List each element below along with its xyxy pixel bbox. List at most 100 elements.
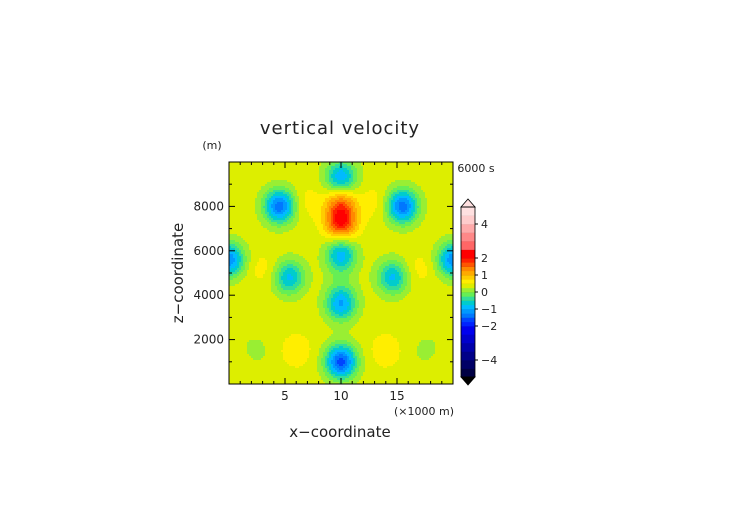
field-cell: [283, 182, 286, 185]
field-cell: [447, 162, 450, 165]
field-cell: [291, 190, 294, 193]
field-cell: [279, 164, 282, 167]
field-cell: [273, 176, 276, 179]
field-cell: [267, 194, 270, 197]
field-cell: [343, 186, 346, 189]
field-cell: [231, 168, 234, 171]
field-cell: [425, 174, 428, 177]
field-cell: [371, 172, 374, 175]
field-cell: [393, 194, 396, 197]
field-cell: [357, 178, 360, 181]
field-cell: [267, 166, 270, 169]
field-cell: [439, 178, 442, 181]
field-cell: [265, 180, 268, 183]
field-cell: [321, 186, 324, 189]
field-cell: [435, 168, 438, 171]
field-cell: [415, 166, 418, 169]
field-cell: [451, 162, 453, 165]
field-cell: [235, 172, 238, 175]
field-cell: [399, 164, 402, 167]
field-cell: [319, 168, 322, 171]
field-cell: [403, 166, 406, 169]
field-cell: [289, 180, 292, 183]
field-cell: [351, 176, 354, 179]
field-cell: [285, 190, 288, 193]
field-cell: [399, 168, 402, 171]
field-cell: [419, 192, 422, 195]
field-cell: [237, 180, 240, 183]
field-cell: [309, 190, 312, 193]
field-cell: [387, 170, 390, 173]
field-cell: [355, 170, 358, 173]
field-cell: [321, 182, 324, 185]
field-cell: [309, 162, 312, 165]
field-cell: [299, 172, 302, 175]
field-cell: [387, 186, 390, 189]
field-cell: [299, 194, 302, 197]
field-cell: [271, 186, 274, 189]
field-cell: [231, 184, 234, 187]
field-cell: [431, 188, 434, 191]
field-cell: [243, 164, 246, 167]
field-cell: [451, 194, 453, 197]
field-cell: [229, 168, 232, 171]
field-cell: [329, 180, 332, 183]
field-cell: [391, 162, 394, 165]
field-cell: [233, 178, 236, 181]
field-cell: [263, 184, 266, 187]
field-cell: [235, 192, 238, 195]
field-cell: [339, 176, 342, 179]
field-cell: [441, 164, 444, 167]
field-cell: [263, 174, 266, 177]
field-cell: [291, 182, 294, 185]
field-cell: [285, 164, 288, 167]
field-cell: [265, 168, 268, 171]
field-cell: [271, 174, 274, 177]
field-cell: [445, 194, 448, 197]
field-cell: [265, 176, 268, 179]
field-cell: [301, 172, 304, 175]
field-cell: [365, 164, 368, 167]
field-cell: [287, 184, 290, 187]
field-cell: [381, 186, 384, 189]
field-cell: [301, 168, 304, 171]
field-cell: [405, 174, 408, 177]
field-cell: [257, 188, 260, 191]
field-cell: [231, 170, 234, 173]
field-cell: [295, 194, 298, 197]
field-cell: [367, 162, 370, 165]
field-cell: [241, 180, 244, 183]
field-cell: [413, 182, 416, 185]
field-cell: [229, 186, 232, 189]
field-cell: [361, 166, 364, 169]
field-cell: [339, 184, 342, 187]
field-cell: [273, 186, 276, 189]
field-cell: [341, 184, 344, 187]
field-cell: [237, 172, 240, 175]
field-cell: [323, 178, 326, 181]
field-cell: [297, 176, 300, 179]
field-cell: [351, 188, 354, 191]
field-cell: [413, 178, 416, 181]
field-cell: [261, 186, 264, 189]
field-cell: [233, 166, 236, 169]
field-cell: [309, 182, 312, 185]
field-cell: [339, 174, 342, 177]
field-cell: [339, 180, 342, 183]
field-cell: [443, 174, 446, 177]
field-cell: [243, 192, 246, 195]
field-cell: [399, 190, 402, 193]
field-cell: [353, 188, 356, 191]
field-cell: [401, 186, 404, 189]
field-cell: [425, 172, 428, 175]
field-cell: [419, 182, 422, 185]
field-cell: [395, 176, 398, 179]
field-cell: [393, 192, 396, 195]
field-cell: [441, 182, 444, 185]
field-cell: [263, 170, 266, 173]
field-cell: [273, 192, 276, 195]
field-cell: [395, 174, 398, 177]
field-cell: [249, 190, 252, 193]
field-cell: [299, 184, 302, 187]
field-cell: [243, 178, 246, 181]
